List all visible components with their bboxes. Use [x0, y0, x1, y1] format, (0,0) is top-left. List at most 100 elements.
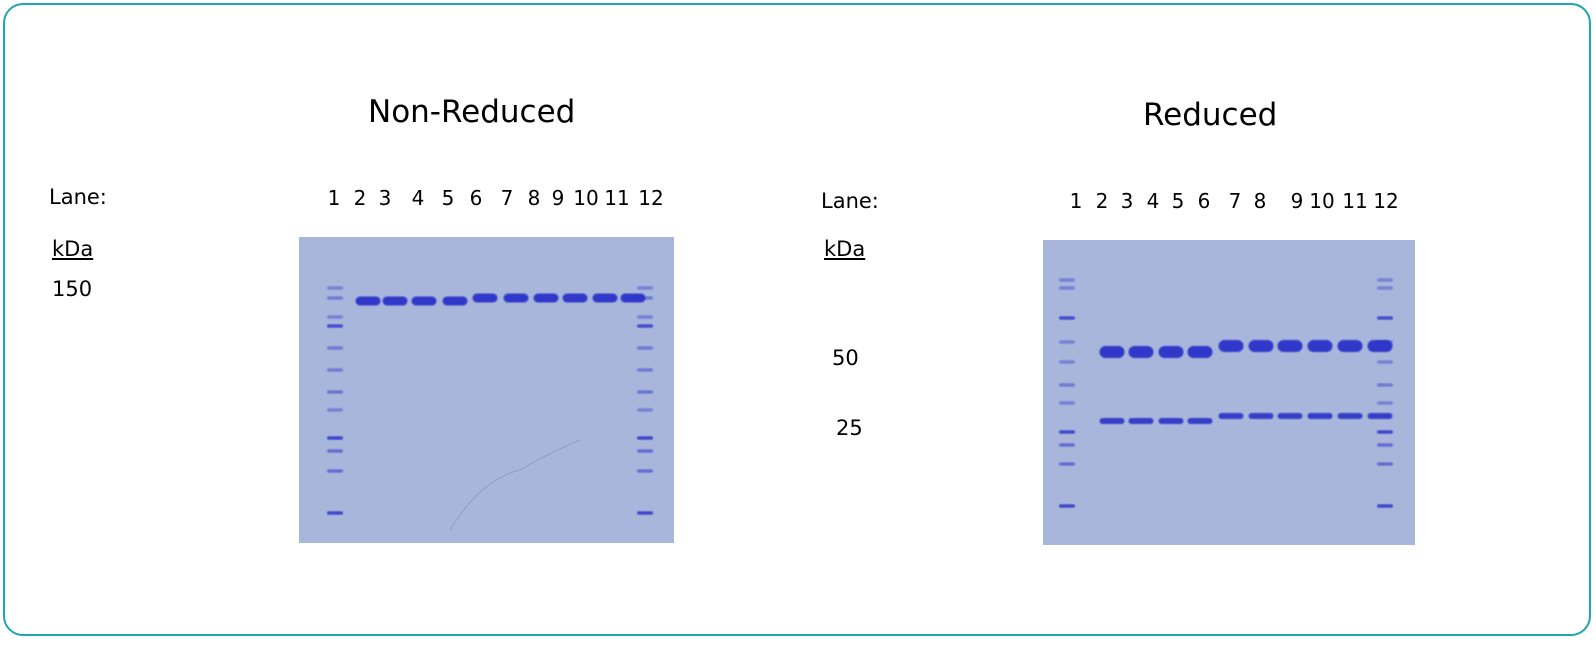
- ladder-band: [1377, 443, 1393, 447]
- marker-150: 150: [52, 277, 93, 301]
- sample-band: [503, 293, 529, 303]
- ladder-band: [327, 436, 343, 440]
- lane-number: 11: [604, 186, 630, 210]
- lane-number: 4: [411, 186, 425, 210]
- sample-band: [592, 293, 618, 303]
- lane-number: 5: [441, 186, 455, 210]
- lane-number: 2: [1095, 189, 1109, 213]
- kda-label: kDa: [824, 237, 866, 261]
- gel-crack: [449, 439, 581, 531]
- heavy-chain-band: [1099, 346, 1125, 358]
- ladder-band: [1059, 286, 1075, 290]
- gel-reduced: [1043, 240, 1415, 545]
- marker-25: 25: [836, 416, 863, 440]
- lane-number: 8: [527, 186, 541, 210]
- lane-label: Lane:: [49, 185, 107, 209]
- ladder-band: [327, 449, 343, 453]
- figure-frame: [3, 3, 1591, 636]
- ladder-band: [327, 296, 343, 300]
- lane-number: 11: [1342, 189, 1368, 213]
- lane-number: 9: [1290, 189, 1304, 213]
- ladder-band: [1059, 504, 1075, 508]
- ladder-band: [1377, 360, 1393, 364]
- lane-number: 1: [327, 186, 341, 210]
- sample-band: [382, 296, 408, 306]
- lane-number: 10: [1309, 189, 1335, 213]
- lane-number: 12: [1373, 189, 1399, 213]
- light-chain-band: [1337, 413, 1363, 419]
- light-chain-band: [1187, 418, 1213, 424]
- lane-number: 7: [1228, 189, 1242, 213]
- lane-number: 8: [1253, 189, 1267, 213]
- ladder-band: [327, 408, 343, 412]
- ladder-band: [637, 449, 653, 453]
- ladder-band: [637, 346, 653, 350]
- light-chain-band: [1307, 413, 1333, 419]
- light-chain-band: [1128, 418, 1154, 424]
- ladder-band: [1059, 278, 1075, 282]
- gel-non-reduced: [299, 237, 674, 543]
- lane-number: 6: [1197, 189, 1211, 213]
- ladder-band: [1377, 316, 1393, 320]
- ladder-band: [637, 408, 653, 412]
- ladder-band: [1059, 316, 1075, 320]
- ladder-band: [1059, 340, 1075, 344]
- lane-number: 9: [551, 186, 565, 210]
- ladder-band: [1377, 504, 1393, 508]
- lane-number: 6: [469, 186, 483, 210]
- light-chain-band: [1158, 418, 1184, 424]
- ladder-band: [637, 511, 653, 515]
- ladder-band: [1059, 383, 1075, 387]
- marker-50: 50: [832, 346, 859, 370]
- lane-number: 7: [500, 186, 514, 210]
- ladder-band: [1059, 462, 1075, 466]
- ladder-band: [1059, 360, 1075, 364]
- heavy-chain-band: [1218, 340, 1244, 352]
- ladder-band: [1059, 430, 1075, 434]
- light-chain-band: [1367, 413, 1393, 419]
- light-chain-band: [1248, 413, 1274, 419]
- ladder-band: [327, 315, 343, 319]
- heavy-chain-band: [1337, 340, 1363, 352]
- ladder-band: [637, 324, 653, 328]
- ladder-band: [1377, 430, 1393, 434]
- ladder-band: [637, 469, 653, 473]
- sample-band: [472, 293, 498, 303]
- heavy-chain-band: [1158, 346, 1184, 358]
- ladder-band: [1377, 278, 1393, 282]
- lane-number: 3: [1120, 189, 1134, 213]
- panel-title-reduced: Reduced: [1143, 97, 1278, 133]
- ladder-band: [637, 315, 653, 319]
- lane-number: 4: [1146, 189, 1160, 213]
- ladder-band: [1059, 401, 1075, 405]
- ladder-band: [637, 436, 653, 440]
- lane-number: 2: [353, 186, 367, 210]
- ladder-band: [327, 368, 343, 372]
- heavy-chain-band: [1277, 340, 1303, 352]
- lane-number: 10: [573, 186, 599, 210]
- ladder-band: [1377, 383, 1393, 387]
- light-chain-band: [1099, 418, 1125, 424]
- heavy-chain-band: [1187, 346, 1213, 358]
- ladder-band: [1059, 443, 1075, 447]
- lane-number: 1: [1069, 189, 1083, 213]
- lane-label: Lane:: [821, 189, 879, 213]
- ladder-band: [637, 368, 653, 372]
- sample-band: [355, 296, 381, 306]
- ladder-band: [327, 286, 343, 290]
- sample-band: [620, 293, 646, 303]
- light-chain-band: [1277, 413, 1303, 419]
- ladder-band: [1377, 462, 1393, 466]
- kda-label: kDa: [52, 237, 94, 261]
- ladder-band: [327, 324, 343, 328]
- ladder-band: [637, 390, 653, 394]
- sample-band: [562, 293, 588, 303]
- ladder-band: [1377, 401, 1393, 405]
- ladder-band: [637, 286, 653, 290]
- ladder-band: [327, 346, 343, 350]
- sample-band: [533, 293, 559, 303]
- panel-title-non-reduced: Non-Reduced: [368, 94, 576, 130]
- heavy-chain-band: [1367, 340, 1393, 352]
- sample-band: [411, 296, 437, 306]
